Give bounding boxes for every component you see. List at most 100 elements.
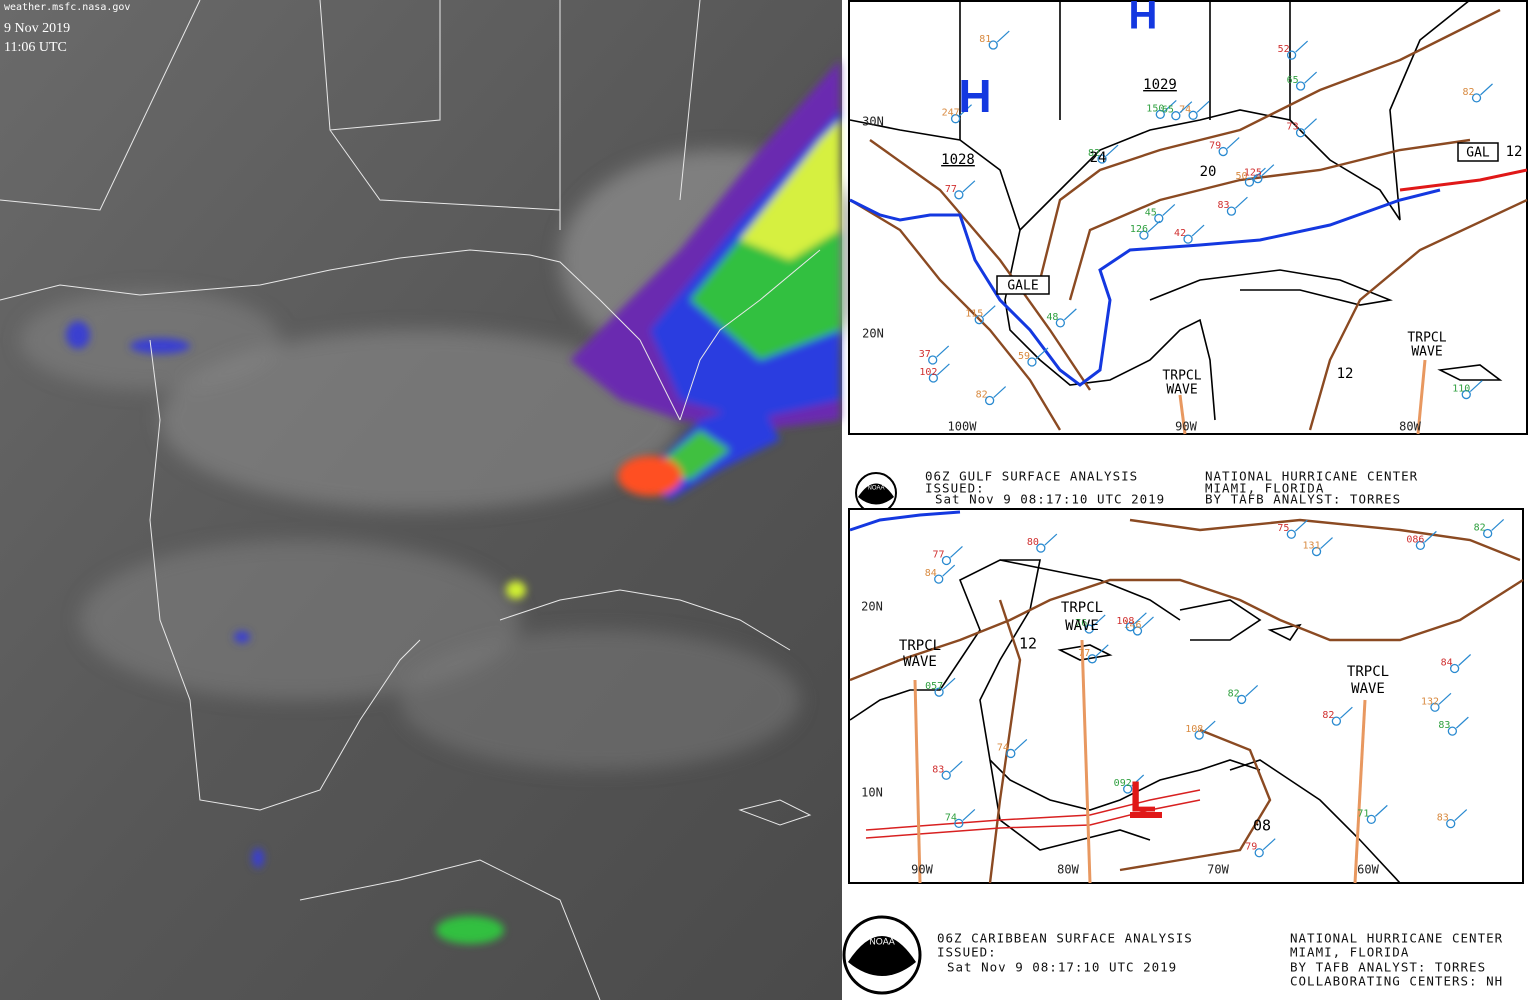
station-value: 82 — [1474, 522, 1486, 533]
station-value: 42 — [1174, 228, 1186, 239]
station-marker — [1331, 716, 1342, 726]
station-marker — [928, 355, 938, 365]
wind-barb — [1374, 804, 1388, 817]
station-marker — [1183, 234, 1193, 244]
station-marker — [1006, 748, 1016, 759]
station-marker — [1155, 109, 1165, 120]
station-plots: 42 247 45 37 50 48 52 74 65 83 81 110 77 82 126 73 82 150… — [919, 30, 1493, 406]
station-value: 76 — [1075, 618, 1087, 629]
station-value: 80 — [1027, 537, 1039, 548]
station-marker — [1218, 146, 1228, 157]
station-marker — [941, 555, 952, 566]
longitude-label: 100W — [948, 420, 978, 434]
longitude-label: 90W — [911, 863, 933, 877]
wave-label: TRPCL — [1407, 331, 1446, 346]
station-value: 79 — [1209, 141, 1221, 152]
station-marker — [1188, 110, 1198, 120]
station-marker — [1244, 177, 1255, 187]
station-marker — [984, 395, 995, 406]
longitude-label: 60W — [1357, 863, 1379, 877]
isobar-label: 24 — [1090, 150, 1107, 166]
header-issued: ISSUED: — [925, 481, 985, 496]
station-value: 057 — [925, 681, 943, 692]
wind-barb — [1202, 720, 1216, 733]
station-marker — [1311, 546, 1322, 557]
station-value: 74 — [945, 812, 957, 823]
station-marker — [1483, 528, 1493, 539]
isobar-label: 12 — [1019, 635, 1037, 653]
station-value: 75 — [1277, 523, 1289, 534]
latitude-label: 30N — [862, 115, 884, 129]
station-marker — [1097, 154, 1107, 164]
wind-barb — [1480, 83, 1493, 96]
wind-barb — [1262, 838, 1276, 851]
wind-barb — [1044, 533, 1058, 546]
station-value: 77 — [945, 184, 957, 195]
wind-barb — [1105, 144, 1119, 157]
station-marker — [1125, 622, 1136, 632]
station-value: 086 — [1406, 534, 1424, 545]
wind-barb — [1245, 684, 1259, 697]
wind-barb — [1179, 101, 1193, 114]
station-value: 45 — [1145, 207, 1157, 218]
wave-label: TRPCL — [1061, 600, 1103, 616]
header-time: Sat Nov 9 08:17:10 UTC 2019 — [935, 492, 1165, 507]
station-value: 65 — [1287, 75, 1299, 86]
station-marker — [941, 770, 951, 780]
station-value: 110 — [1452, 384, 1470, 395]
caribbean-map: 82 132 74 80 146 71 83 131 76 79 84 057 77 83 092 84 108… — [848, 508, 1524, 884]
station-value: 71 — [1357, 808, 1369, 819]
wind-barb — [962, 180, 976, 193]
wind-barb — [996, 30, 1010, 43]
isobar-label: 12 — [1506, 144, 1523, 160]
warning-label: GALE — [1007, 279, 1038, 294]
station-value: 74 — [997, 742, 1009, 753]
station-marker — [1226, 206, 1237, 216]
station-value: 65 — [1162, 105, 1174, 116]
warning-label: GAL — [1466, 146, 1490, 161]
station-value: 83 — [932, 764, 944, 775]
wind-barb — [1295, 40, 1309, 53]
pressure-center: H — [958, 70, 991, 122]
station-value: 37 — [919, 349, 931, 360]
station-value: 82 — [976, 390, 988, 401]
station-value: 73 — [1287, 122, 1299, 133]
station-marker — [1171, 111, 1181, 121]
wind-barb — [962, 808, 976, 821]
station-marker — [1415, 540, 1426, 551]
station-marker — [1123, 784, 1133, 794]
station-marker — [934, 687, 944, 697]
station-value: 59 — [1018, 351, 1030, 362]
logo-text: NOAA — [867, 486, 884, 492]
station-marker — [1027, 357, 1037, 367]
station-value: 77 — [932, 549, 944, 560]
wind-barb — [1320, 537, 1333, 549]
wind-barb — [1469, 380, 1483, 392]
longitude-label: 80W — [1057, 863, 1079, 877]
satellite-source: weather.msfc.nasa.gov — [4, 2, 130, 13]
wave-label: TRPCL — [1347, 664, 1389, 680]
station-value: 48 — [1046, 312, 1058, 323]
satellite-date: 9 Nov 2019 — [4, 21, 70, 36]
wind-barb — [1035, 347, 1049, 360]
station-value: 50 — [1235, 171, 1247, 182]
wind-barb — [1196, 100, 1210, 113]
station-marker — [974, 315, 984, 325]
wind-barb — [1063, 308, 1077, 321]
wind-barb — [950, 546, 963, 558]
station-marker — [1036, 543, 1046, 553]
wind-barb — [1294, 519, 1308, 532]
header-location: MIAMI, FLORIDA — [1205, 481, 1324, 496]
station-marker — [1446, 818, 1456, 829]
station-marker — [1295, 81, 1306, 91]
station-value: 52 — [1278, 44, 1290, 55]
header-title: 06Z CARIBBEAN SURFACE ANALYSIS — [937, 931, 1193, 946]
station-marker — [1055, 318, 1066, 328]
station-marker — [1139, 230, 1149, 240]
wind-barb — [1423, 530, 1437, 543]
wind-barb — [1438, 692, 1452, 705]
isobar-label: 20 — [1200, 164, 1217, 180]
isobar-label: 1028 — [941, 152, 975, 168]
station-marker — [1194, 730, 1204, 740]
